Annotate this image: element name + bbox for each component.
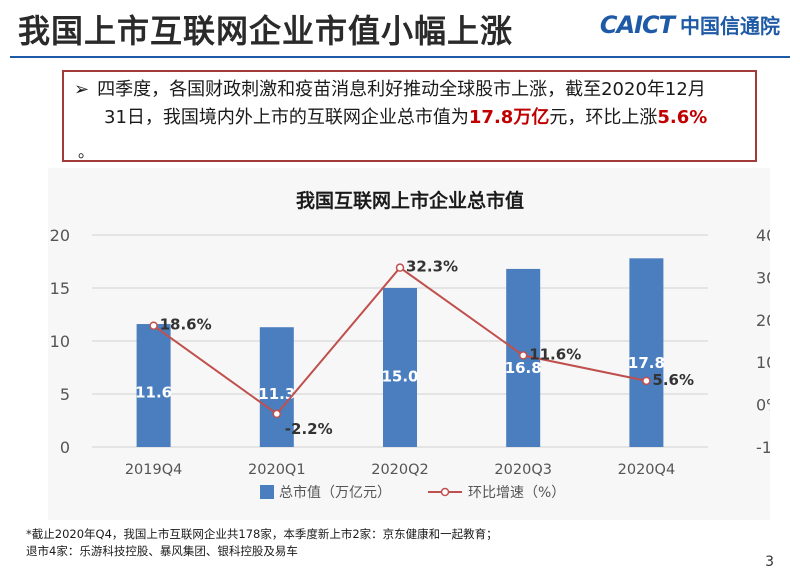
y-right-tick-label: 20% — [756, 311, 770, 330]
bar-value-label: 16.8 — [505, 359, 542, 377]
market-cap-chart: 我国互联网上市企业总市值 0 5 10 15 20 -10% 0% 10% 20% 30% 40% 11… — [50, 189, 798, 501]
summary-dot: 。 — [78, 142, 95, 161]
footnote-line-1: *截止2020年Q4，我国上市互联网企业共178家，本季度新上市2家：京东健康和… — [26, 527, 498, 541]
legend-bar-swatch — [260, 485, 274, 499]
x-tick-label: 2019Q4 — [125, 462, 183, 478]
page-title: 我国上市互联网企业市值小幅上涨 — [18, 12, 514, 50]
y-right-tick-label: 40% — [756, 226, 770, 245]
growth-value-label: 11.6% — [529, 345, 581, 363]
logo-cn-text: 中国信通院 — [680, 14, 780, 38]
logo-en-text: CAICT — [599, 10, 675, 39]
x-tick-label: 2020Q4 — [618, 462, 676, 478]
bar — [383, 288, 417, 447]
growth-value-label: -2.2% — [285, 420, 333, 438]
bar-value-label: 11.3 — [258, 385, 295, 403]
x-tick-label: 2020Q3 — [494, 462, 552, 478]
summary-line-2-prefix: 31日，我国境内外上市的互联网企业总市值为 — [104, 107, 469, 128]
y-left-tick-label: 20 — [50, 226, 70, 245]
legend-line-label: 环比增速（%） — [468, 485, 565, 501]
header-divider — [10, 56, 790, 58]
y-right-tick-label: 30% — [756, 268, 770, 287]
caict-logo: CAICT 中国信通院 — [600, 10, 780, 39]
footnote-line-2: 退市4家：乐游科技控股、暴风集团、银科控股及易车 — [26, 544, 298, 558]
page-number: 3 — [765, 554, 774, 570]
bar — [259, 327, 294, 447]
growth-point — [395, 263, 405, 272]
chart-panel: 我国互联网上市企业总市值 0 5 10 15 20 -10% 0% 10% 20% 30% 40% 11… — [48, 168, 798, 520]
x-tick-label: 2020Q2 — [371, 462, 429, 478]
bar — [629, 258, 664, 447]
y-left-tick-label: 15 — [50, 279, 70, 298]
legend-line-marker — [440, 487, 450, 497]
y-left-tick-label: 0 — [60, 438, 70, 457]
y-left-tick-label: 5 — [60, 385, 70, 404]
market-cap-highlight: 17.8万亿 — [468, 107, 550, 128]
bar-value-label: 15.0 — [381, 367, 418, 385]
y-right-tick-label: 0% — [756, 396, 770, 415]
bar — [136, 324, 171, 447]
y-right-tick-label: -10% — [756, 438, 770, 457]
x-tick-label: 2020Q1 — [248, 462, 306, 478]
growth-value-label: 5.6% — [652, 371, 694, 389]
growth-value-label: 32.3% — [406, 258, 458, 276]
growth-point — [149, 321, 158, 330]
bullet-arrow-icon: ➢ — [74, 79, 90, 100]
summary-box: ➢ 四季度，各国财政刺激和疫苗消息利好推动全球股市上涨，截至2020年12月 31… — [62, 70, 757, 162]
chart-title: 我国互联网上市企业总市值 — [296, 189, 524, 212]
footnote: *截止2020年Q4，我国上市互联网企业共178家，本季度新上市2家：京东健康和… — [26, 526, 746, 560]
summary-line-2-mid: 元，环比上涨 — [549, 107, 658, 128]
y-left-tick-label: 10 — [50, 332, 70, 351]
growth-point — [518, 351, 528, 360]
y-right-tick-label: 10% — [756, 353, 770, 372]
legend-bar-label: 总市值（万亿元） — [279, 484, 391, 501]
growth-value-label: 18.6% — [160, 316, 212, 334]
summary-line-1: 四季度，各国财政刺激和疫苗消息利好推动全球股市上涨，截至2020年12月 — [97, 79, 706, 100]
bar-value-label: 17.8 — [628, 354, 665, 372]
growth-highlight: 5.6% — [657, 107, 708, 128]
bar-value-label: 11.6 — [135, 384, 172, 402]
growth-point — [272, 409, 282, 419]
growth-point — [642, 376, 651, 386]
